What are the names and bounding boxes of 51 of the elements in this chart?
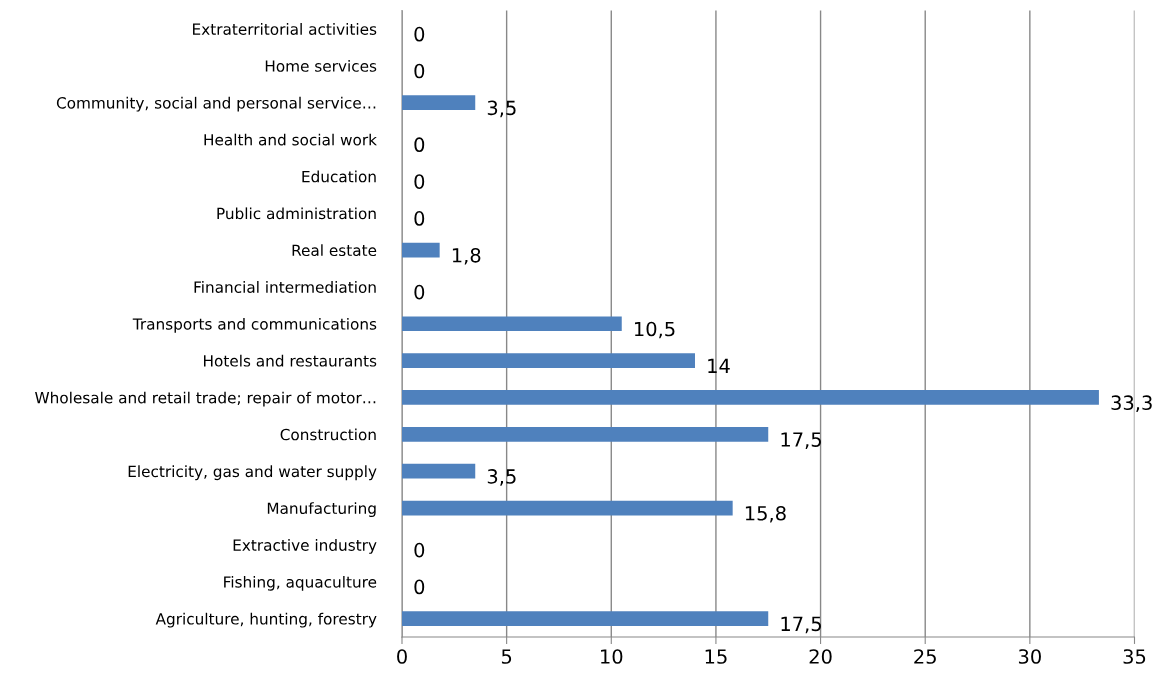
data-label: 0 — [414, 26, 425, 42]
bar — [402, 426, 769, 442]
x-tick-label: 25 — [914, 649, 936, 664]
y-tick-label: Construction — [280, 428, 376, 441]
bar — [402, 242, 440, 258]
y-tick-label: Financial intermediation — [194, 281, 376, 293]
data-label: 17,5 — [781, 616, 821, 634]
data-label: 3,5 — [487, 469, 516, 486]
data-label: 0 — [414, 542, 425, 558]
x-tick-label: 5 — [501, 649, 512, 664]
y-tick-label: Real estate — [292, 244, 377, 257]
x-tick-label: 10 — [601, 649, 623, 664]
y-tick-label: Health and social work — [204, 133, 377, 146]
data-label: 17,5 — [781, 432, 821, 449]
bar — [402, 353, 695, 368]
bar — [402, 611, 769, 626]
x-tick-label: 0 — [397, 649, 407, 664]
x-tick-label: 35 — [1123, 649, 1146, 664]
x-tick-label: 30 — [1018, 649, 1041, 664]
y-tick-label: Agriculture, hunting, forestry — [155, 612, 377, 628]
y-tick-label: Extraterritorial activities — [193, 23, 377, 35]
data-label: 0 — [414, 579, 425, 595]
data-label: 33,3 — [1111, 395, 1152, 413]
data-label: 0 — [414, 284, 425, 300]
bar — [402, 390, 1099, 405]
bar — [402, 95, 476, 110]
bar — [402, 316, 622, 332]
y-tick-label: Wholesale and retail trade; repair of motor… — [35, 391, 376, 407]
data-label: 0 — [414, 174, 425, 189]
y-tick-label: Community, social and personal service… — [56, 96, 376, 112]
data-label: 1,8 — [452, 247, 481, 265]
y-tick-label: Transports and communications — [132, 317, 377, 333]
bar — [402, 500, 733, 516]
data-label: 14 — [708, 358, 730, 373]
data-label: 0 — [414, 63, 425, 79]
y-tick-label: Manufacturing — [267, 502, 376, 517]
y-tick-label: Extractive industry — [233, 539, 377, 554]
y-tick-label: Public administration — [217, 207, 376, 220]
data-label: 10,5 — [634, 321, 675, 339]
y-tick-label: Fishing, aquaculture — [224, 575, 377, 591]
data-label: 0 — [414, 137, 425, 153]
y-tick-label: Education — [302, 170, 376, 183]
data-label: 15,8 — [745, 505, 786, 523]
data-label: 3,5 — [487, 100, 516, 118]
bar — [402, 463, 476, 479]
x-tick-label: 20 — [809, 649, 832, 664]
y-tick-label: Electricity, gas and water supply — [128, 465, 377, 481]
x-tick-label: 15 — [705, 649, 727, 664]
y-tick-label: Hotels and restaurants — [204, 354, 377, 367]
y-tick-label: Home services — [265, 59, 377, 72]
data-label: 0 — [414, 211, 425, 226]
